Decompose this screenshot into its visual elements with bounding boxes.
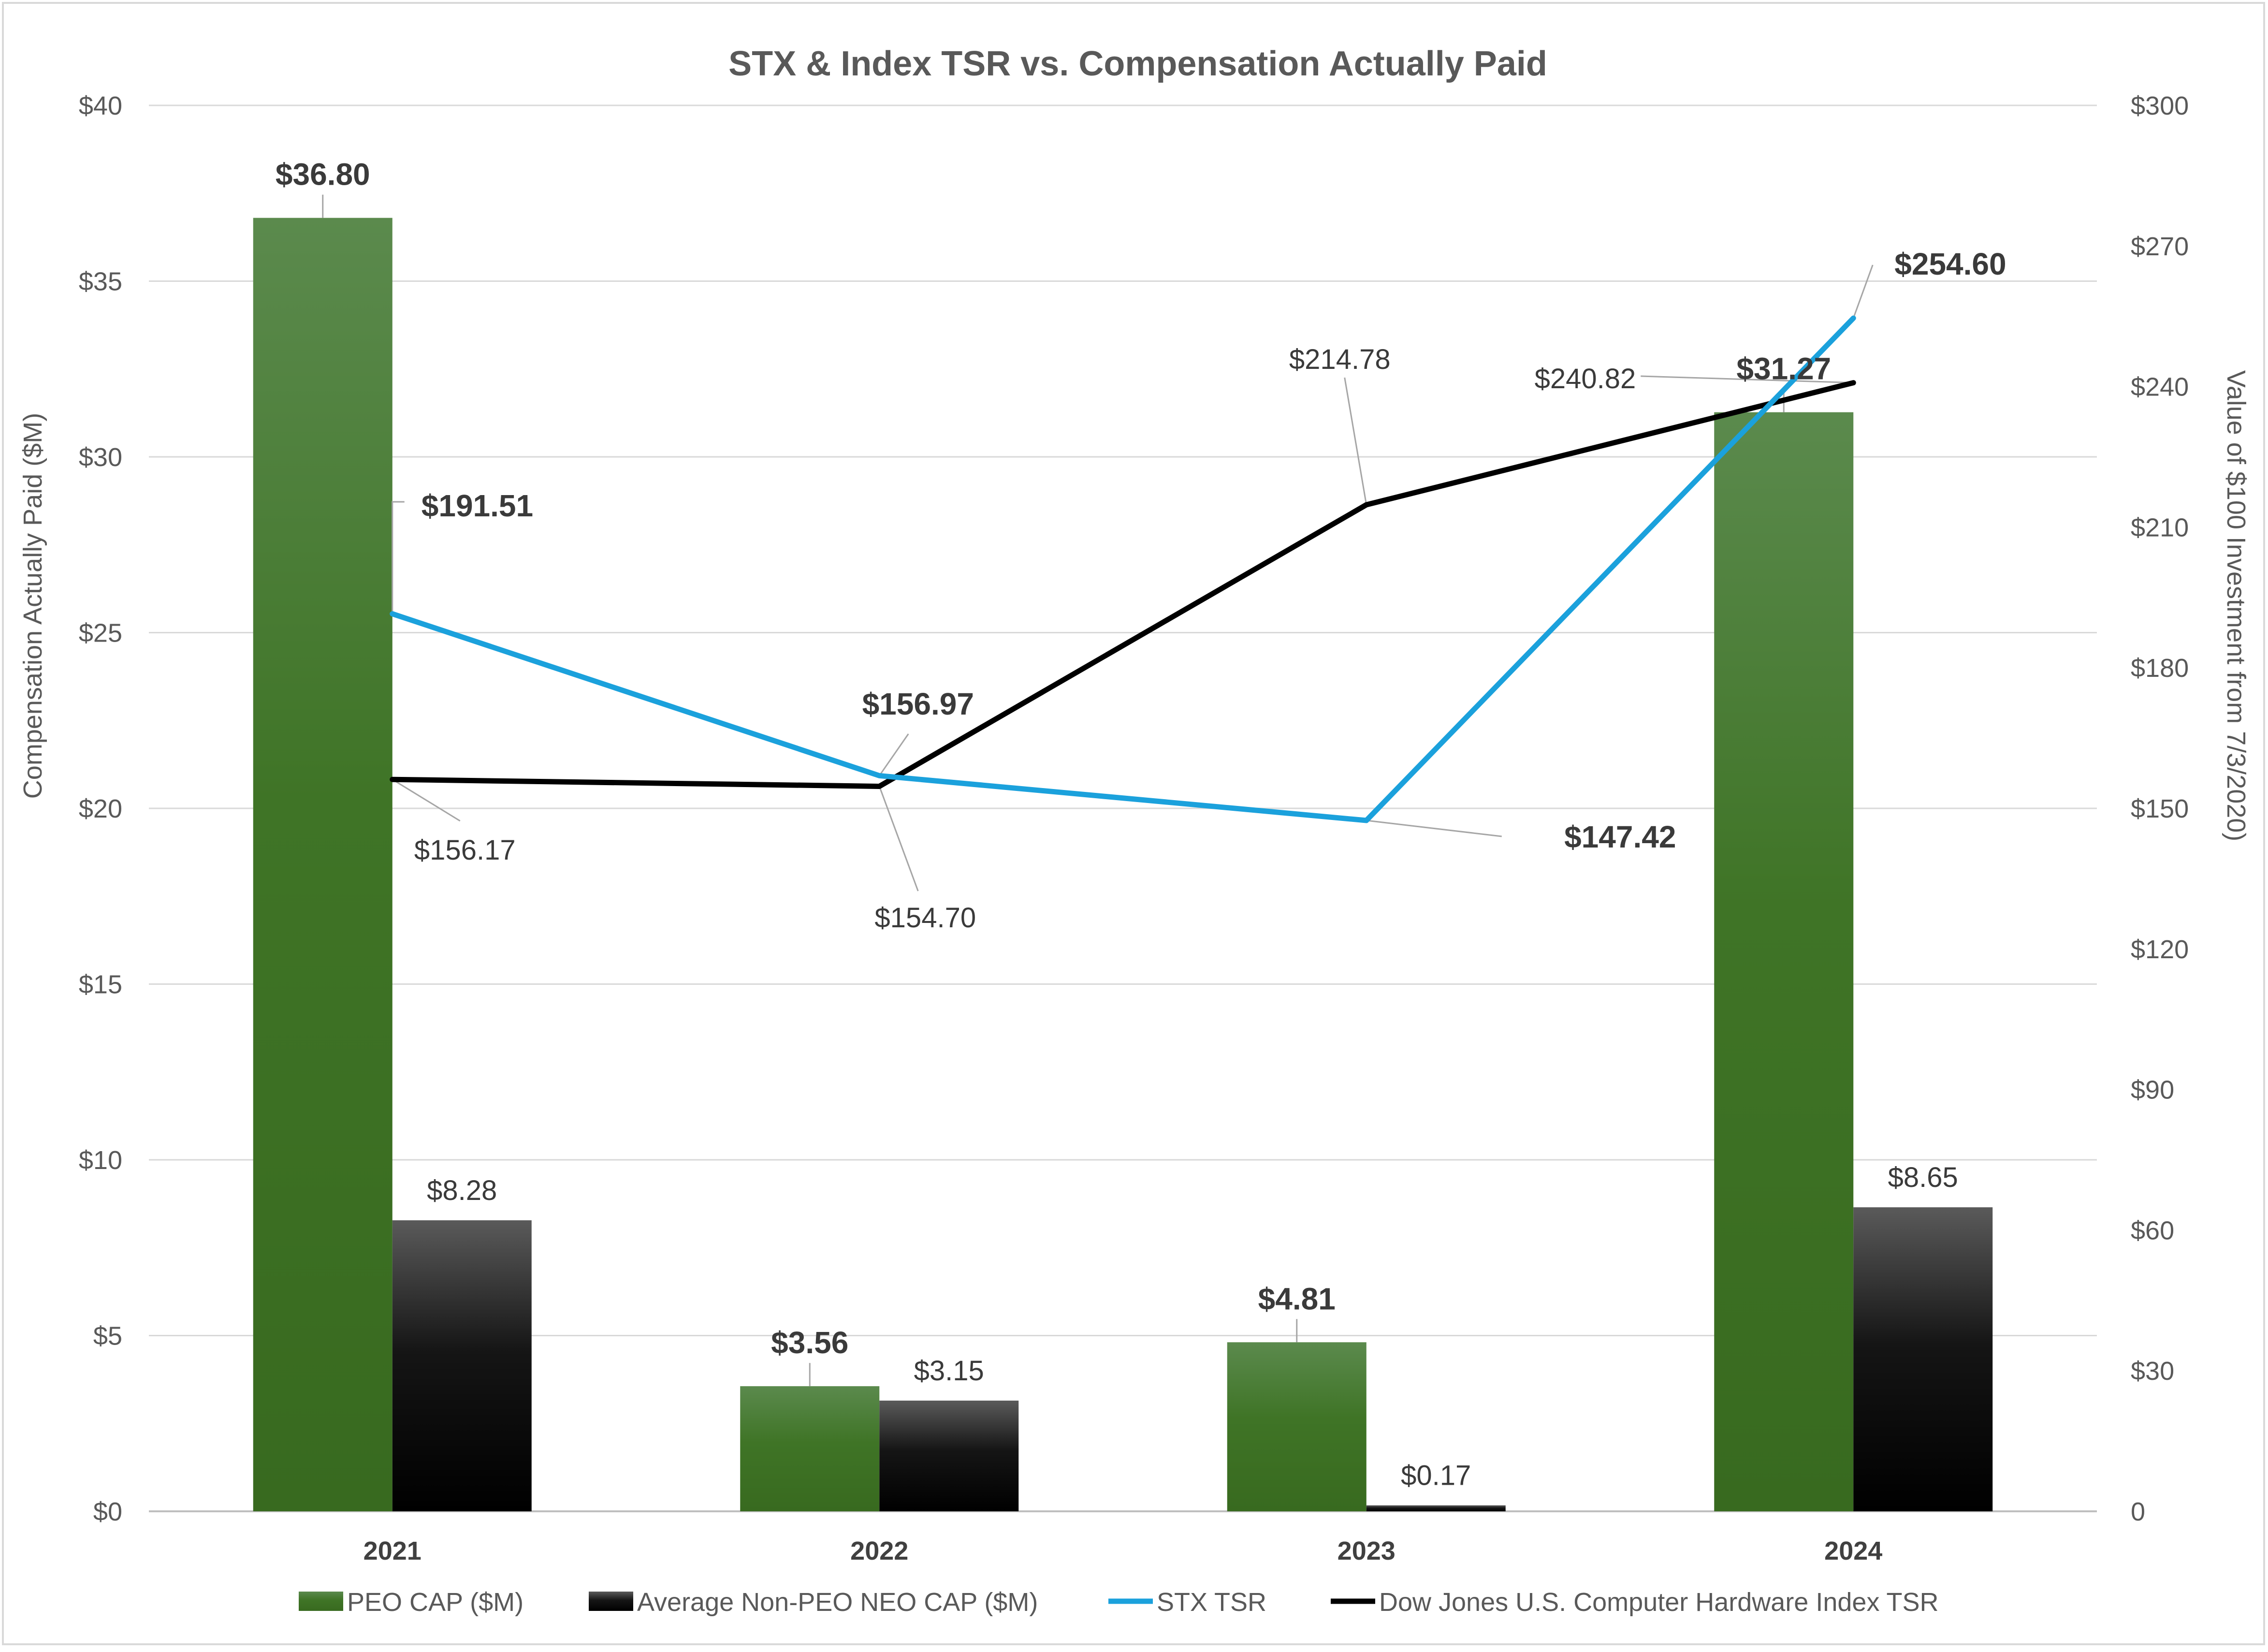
data-labels: $36.80 $3.56 $4.81 $31.27 $8.28 $3.15 $0.17 $8.… <box>276 157 2006 1491</box>
legend-peo-swatch <box>299 1592 343 1611</box>
right-tick-label: $150 <box>2131 794 2189 823</box>
category-labels: 2021 2022 2023 2024 <box>363 1536 1883 1565</box>
neo-cap-bar <box>1366 1505 1506 1511</box>
neo-cap-bar <box>1853 1207 1993 1511</box>
left-tick-label: $25 <box>79 619 122 648</box>
right-tick-label: $60 <box>2131 1216 2174 1245</box>
right-tick-label: $90 <box>2131 1076 2174 1105</box>
category-label: 2023 <box>1338 1536 1396 1565</box>
data-label: $240.82 <box>1535 363 1636 395</box>
legend-label: Dow Jones U.S. Computer Hardware Index T… <box>1379 1588 1938 1617</box>
left-axis-title: Compensation Actually Paid ($M) <box>18 413 47 799</box>
leader-lines <box>322 194 1874 1387</box>
leader-line <box>1852 264 1874 319</box>
index-tsr-line <box>390 380 1856 789</box>
peo-cap-bar <box>1227 1342 1367 1511</box>
leader-line <box>1344 377 1367 505</box>
data-label: $214.78 <box>1289 344 1391 375</box>
left-tick-label: $10 <box>79 1146 122 1175</box>
leader-line <box>1366 819 1502 837</box>
data-label: $156.97 <box>862 687 974 721</box>
peo-cap-bar <box>253 218 393 1511</box>
leader-line <box>392 501 405 614</box>
legend-label: Average Non-PEO NEO CAP ($M) <box>637 1588 1038 1617</box>
leader-line <box>878 786 919 892</box>
data-label: $254.60 <box>1894 247 2006 281</box>
right-axis-ticks: 0 $30 $60 $90 $120 $150 $180 $210 $240 $270 $300 <box>2131 91 2189 1526</box>
legend-neo-swatch <box>589 1592 633 1611</box>
chart-title: STX & Index TSR vs. Compensation Actuall… <box>728 44 1547 83</box>
peo-cap-bar <box>740 1386 880 1511</box>
data-label: $191.51 <box>422 488 533 523</box>
neo-cap-bar <box>879 1400 1019 1511</box>
data-label: $36.80 <box>276 157 370 192</box>
leader-line <box>879 733 909 776</box>
series-lines <box>390 315 1856 823</box>
right-tick-label: $180 <box>2131 654 2189 683</box>
left-tick-label: $0 <box>93 1497 122 1526</box>
legend: PEO CAP ($M) Average Non-PEO NEO CAP ($M)… <box>299 1588 1938 1617</box>
right-tick-label: $120 <box>2131 935 2189 964</box>
data-label: $8.28 <box>427 1175 497 1206</box>
legend-label: STX TSR <box>1157 1588 1266 1617</box>
bars <box>253 218 1993 1512</box>
chart: STX & Index TSR vs. Compensation Actuall… <box>18 44 2251 1617</box>
data-label: $4.81 <box>1258 1281 1336 1316</box>
peo-cap-bar <box>1714 412 1854 1512</box>
data-label: $0.17 <box>1401 1460 1471 1491</box>
right-tick-label: 0 <box>2131 1497 2145 1526</box>
data-label: $156.17 <box>414 834 516 866</box>
right-tick-label: $30 <box>2131 1357 2174 1386</box>
data-label: $31.27 <box>1736 351 1831 386</box>
right-tick-label: $210 <box>2131 513 2189 542</box>
right-axis-title: Value of $100 Investment from 7/3/2020) <box>2222 370 2251 842</box>
category-label: 2021 <box>363 1536 422 1565</box>
left-tick-label: $15 <box>79 970 122 999</box>
right-tick-label: $300 <box>2131 91 2189 120</box>
left-tick-label: $35 <box>79 267 122 296</box>
left-tick-label: $30 <box>79 443 122 472</box>
left-tick-label: $40 <box>79 91 122 120</box>
data-label: $3.15 <box>914 1355 984 1387</box>
neo-cap-bar <box>392 1220 532 1511</box>
left-tick-label: $5 <box>93 1322 122 1351</box>
data-label: $154.70 <box>874 902 976 934</box>
leader-line <box>1641 375 1854 384</box>
legend-label: PEO CAP ($M) <box>347 1588 523 1617</box>
right-tick-label: $270 <box>2131 232 2189 261</box>
data-label: $147.42 <box>1564 819 1676 854</box>
left-tick-label: $20 <box>79 794 122 823</box>
category-label: 2022 <box>850 1536 908 1565</box>
right-tick-label: $240 <box>2131 373 2189 402</box>
stx-tsr-line <box>390 315 1856 823</box>
category-label: 2024 <box>1824 1536 1882 1565</box>
left-axis-ticks: $0 $5 $10 $15 $20 $25 $30 $35 $40 <box>79 91 122 1526</box>
leader-line <box>392 778 461 822</box>
data-label: $3.56 <box>771 1325 848 1360</box>
data-label: $8.65 <box>1888 1162 1958 1193</box>
